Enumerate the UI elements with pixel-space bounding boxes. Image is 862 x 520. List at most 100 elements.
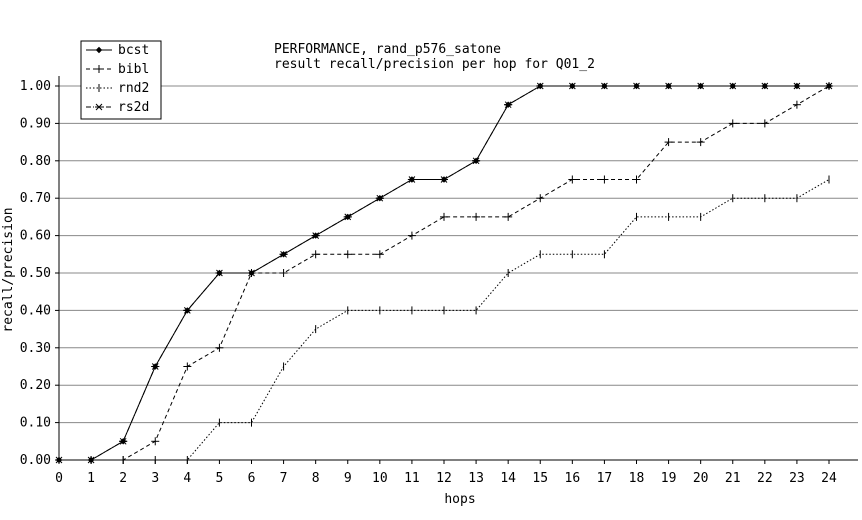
series-marker [87, 456, 96, 464]
marker-asterisk-d2 [344, 213, 352, 221]
series-marker [792, 82, 801, 90]
series-line-rnd2 [59, 179, 830, 461]
series-marker [760, 82, 769, 90]
series-marker [119, 437, 128, 445]
marker-asterisk-d2 [151, 363, 159, 370]
y-tick-label: 0.20 [20, 378, 51, 393]
x-tick-label: 13 [468, 471, 484, 486]
series-rs2d [55, 82, 833, 464]
axes-layer: 0.00 0.10 0.20 0.30 0.40 0.50 0.60 0.70 0.80 0.90… [20, 76, 858, 486]
marker-asterisk-d2 [793, 82, 801, 90]
series-marker [95, 103, 103, 111]
series-marker [55, 456, 63, 464]
series-marker [311, 232, 320, 239]
y-tick-label: 0.70 [20, 191, 51, 206]
series-marker [407, 176, 416, 183]
marker-asterisk-d2 [183, 307, 191, 314]
chart-subtitle: result recall/precision per hop for Q01_… [274, 57, 595, 72]
series-marker [375, 250, 384, 259]
legend-label-rs2d: rs2d [118, 100, 149, 115]
series-marker [151, 363, 160, 370]
series-marker [183, 307, 192, 314]
series-marker [247, 269, 256, 277]
series-marker [472, 212, 481, 221]
legend: bcst bibl rnd2 rs2d [80, 40, 162, 120]
series-marker [536, 194, 545, 203]
y-tick-label: 0.30 [20, 341, 51, 356]
series-marker [95, 65, 103, 73]
marker-asterisk-d2 [216, 269, 223, 277]
series-marker [343, 250, 352, 259]
series-marker [504, 212, 513, 221]
y-tick-label: 0.50 [20, 266, 51, 281]
series-marker [632, 82, 641, 90]
x-tick-label: 18 [629, 471, 645, 486]
series-marker [728, 119, 737, 128]
marker-asterisk-d2 [729, 82, 737, 90]
series-marker [407, 231, 416, 240]
x-tick-label: 24 [821, 471, 837, 486]
series-marker [664, 138, 673, 147]
x-tick-label: 6 [248, 471, 256, 486]
series-marker [343, 213, 352, 221]
series-marker [664, 82, 673, 90]
series-marker [696, 138, 705, 147]
x-tick-label: 21 [725, 471, 741, 486]
y-tick-label: 0.40 [20, 303, 51, 318]
x-tick-label: 5 [216, 471, 224, 486]
series-marker [279, 250, 288, 258]
x-tick-label: 2 [119, 471, 127, 486]
marker-asterisk-d2 [568, 82, 576, 90]
marker-asterisk-d2 [312, 232, 320, 239]
marker-asterisk-d2 [633, 82, 640, 90]
marker-asterisk-d2 [248, 269, 255, 277]
legend-label-bibl: bibl [118, 62, 149, 77]
series-marker [728, 82, 737, 90]
x-tick-label: 9 [344, 471, 352, 486]
x-tick-label: 15 [532, 471, 548, 486]
series-marker [536, 82, 545, 90]
x-tick-label: 4 [183, 471, 191, 486]
series-rnd2 [58, 175, 830, 464]
x-tick-label: 19 [661, 471, 677, 486]
series-marker [375, 194, 384, 202]
x-tick-label: 22 [757, 471, 773, 486]
x-tick-label: 11 [404, 471, 420, 486]
series-marker [279, 269, 288, 277]
marker-asterisk-d2 [825, 82, 833, 90]
series-marker [792, 100, 801, 109]
series-marker [311, 250, 320, 259]
y-tick-label: 0.60 [20, 229, 51, 244]
marker-asterisk-d2 [601, 82, 608, 90]
x-tick-label: 20 [693, 471, 709, 486]
series-layer [55, 82, 833, 464]
x-tick-label: 3 [151, 471, 159, 486]
series-marker [632, 175, 641, 184]
marker-asterisk-d2 [504, 101, 512, 109]
series-marker [568, 82, 577, 90]
series-marker [568, 175, 577, 184]
series-marker [215, 343, 224, 352]
x-tick-label: 10 [372, 471, 388, 486]
marker-asterisk-d2 [95, 103, 103, 111]
x-axis-label: hops [444, 492, 475, 507]
marker-asterisk-d2 [697, 82, 705, 90]
marker-asterisk-d2 [440, 176, 448, 183]
marker-asterisk-d2 [536, 82, 544, 90]
series-marker [600, 175, 609, 184]
y-axis-label: recall/precision [1, 207, 16, 332]
x-tick-label: 8 [312, 471, 320, 486]
series-marker [215, 269, 224, 277]
x-tick-label: 23 [789, 471, 805, 486]
series-marker [600, 82, 609, 90]
grid-layer [59, 85, 858, 461]
y-tick-label: 0.80 [20, 154, 51, 169]
series-bibl [55, 82, 833, 464]
marker-asterisk-d2 [472, 157, 480, 165]
x-tick-label: 7 [280, 471, 288, 486]
x-tick-label: 17 [597, 471, 613, 486]
marker-asterisk-d2 [408, 176, 416, 183]
x-tick-label: 0 [55, 471, 63, 486]
series-marker [440, 176, 448, 183]
